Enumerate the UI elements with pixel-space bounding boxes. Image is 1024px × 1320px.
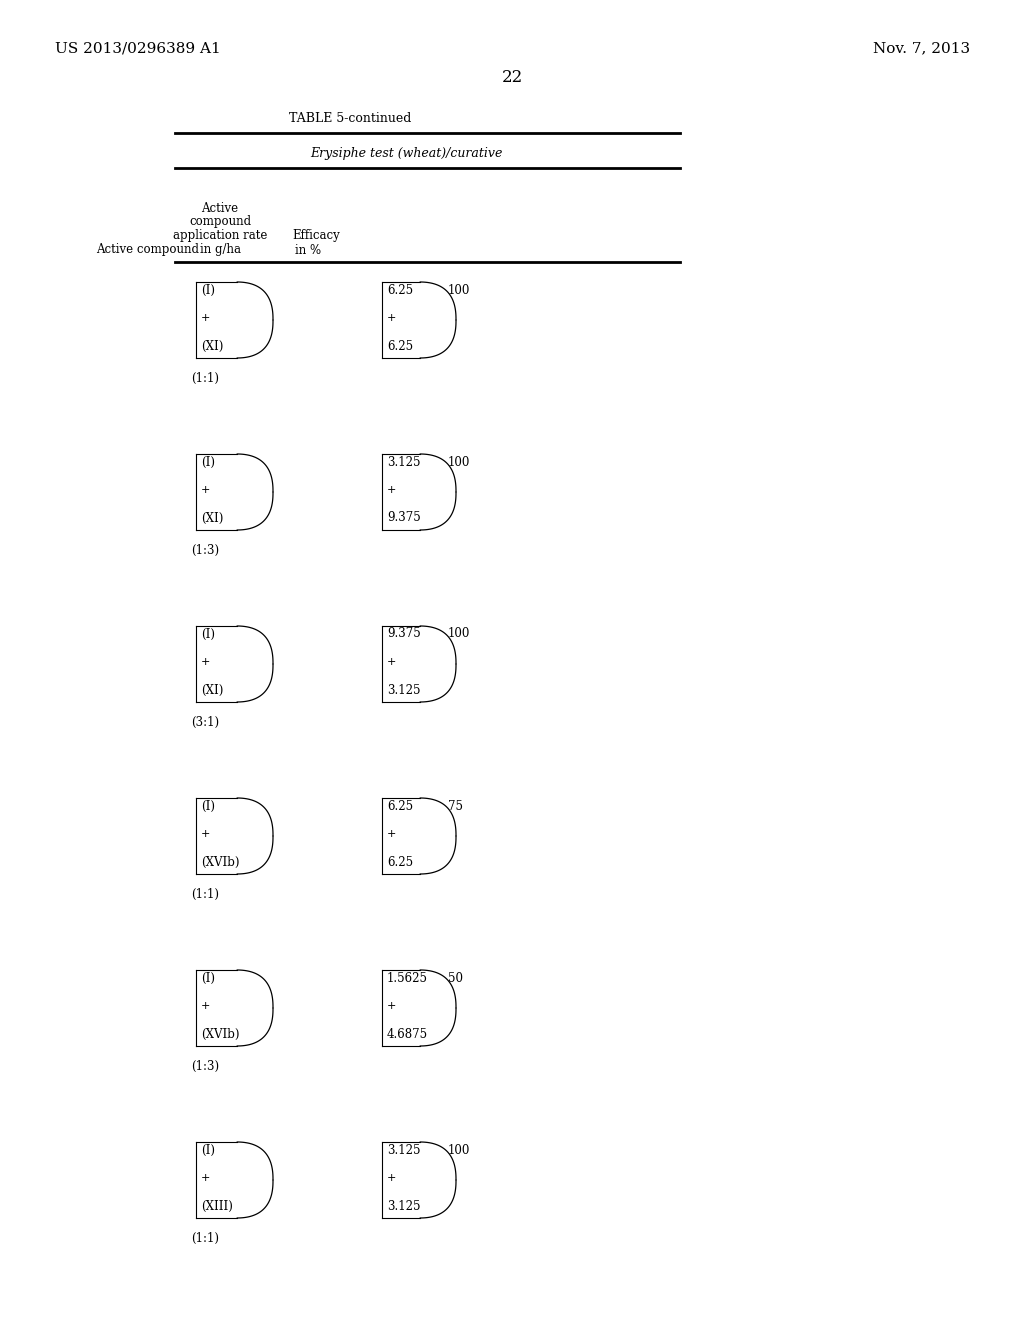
- Text: (XI): (XI): [201, 511, 223, 524]
- Text: 100: 100: [449, 1143, 470, 1156]
- Text: 22: 22: [502, 70, 522, 87]
- Text: (1:1): (1:1): [191, 371, 219, 384]
- Text: 100: 100: [449, 627, 470, 640]
- Text: 6.25: 6.25: [387, 339, 414, 352]
- Text: 4.6875: 4.6875: [387, 1027, 428, 1040]
- Text: (I): (I): [201, 800, 215, 813]
- Text: 6.25: 6.25: [387, 855, 414, 869]
- Text: +: +: [387, 829, 396, 840]
- Text: +: +: [387, 1001, 396, 1011]
- Text: 3.125: 3.125: [387, 1200, 421, 1213]
- Text: application rate: application rate: [173, 230, 267, 243]
- Text: (3:1): (3:1): [191, 715, 219, 729]
- Text: 6.25: 6.25: [387, 284, 414, 297]
- Text: +: +: [387, 657, 396, 667]
- Text: (XI): (XI): [201, 339, 223, 352]
- Text: US 2013/0296389 A1: US 2013/0296389 A1: [55, 41, 221, 55]
- Text: 6.25: 6.25: [387, 800, 414, 813]
- Text: +: +: [387, 1173, 396, 1183]
- Text: (XIII): (XIII): [201, 1200, 233, 1213]
- Text: (I): (I): [201, 627, 215, 640]
- Text: (I): (I): [201, 284, 215, 297]
- Text: +: +: [201, 1173, 211, 1183]
- Text: (I): (I): [201, 1143, 215, 1156]
- Text: (1:1): (1:1): [191, 887, 219, 900]
- Text: 100: 100: [449, 284, 470, 297]
- Text: 3.125: 3.125: [387, 1143, 421, 1156]
- Text: 9.375: 9.375: [387, 627, 421, 640]
- Text: Active compound: Active compound: [96, 243, 199, 256]
- Text: (I): (I): [201, 972, 215, 985]
- Text: (I): (I): [201, 455, 215, 469]
- Text: (1:1): (1:1): [191, 1232, 219, 1245]
- Text: +: +: [201, 313, 211, 323]
- Text: +: +: [201, 829, 211, 840]
- Text: Nov. 7, 2013: Nov. 7, 2013: [872, 41, 970, 55]
- Text: (1:3): (1:3): [191, 544, 219, 557]
- Text: 3.125: 3.125: [387, 684, 421, 697]
- Text: TABLE 5-continued: TABLE 5-continued: [289, 111, 412, 124]
- Text: +: +: [201, 657, 211, 667]
- Text: in %: in %: [295, 243, 322, 256]
- Text: +: +: [201, 484, 211, 495]
- Text: +: +: [387, 313, 396, 323]
- Text: Active: Active: [202, 202, 239, 214]
- Text: (1:3): (1:3): [191, 1060, 219, 1072]
- Text: (XVIb): (XVIb): [201, 855, 240, 869]
- Text: 9.375: 9.375: [387, 511, 421, 524]
- Text: in g/ha: in g/ha: [200, 243, 241, 256]
- Text: +: +: [201, 1001, 211, 1011]
- Text: 1.5625: 1.5625: [387, 972, 428, 985]
- Text: +: +: [387, 484, 396, 495]
- Text: 3.125: 3.125: [387, 455, 421, 469]
- Text: 50: 50: [449, 972, 463, 985]
- Text: Efficacy: Efficacy: [292, 230, 340, 243]
- Text: (XVIb): (XVIb): [201, 1027, 240, 1040]
- Text: 100: 100: [449, 455, 470, 469]
- Text: compound: compound: [189, 215, 251, 228]
- Text: 75: 75: [449, 800, 463, 813]
- Text: Erysiphe test (wheat)/curative: Erysiphe test (wheat)/curative: [310, 147, 503, 160]
- Text: (XI): (XI): [201, 684, 223, 697]
